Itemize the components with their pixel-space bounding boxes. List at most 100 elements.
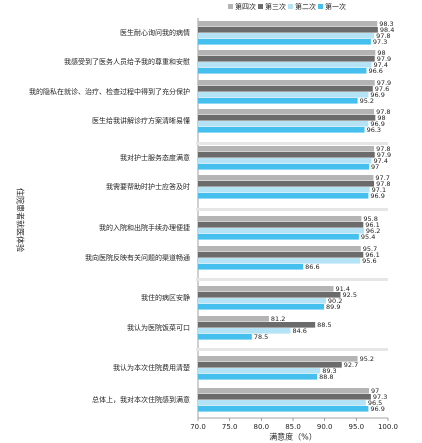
category-label: 我认为本次住院费用清楚 <box>113 363 190 372</box>
value-label: 81.2 <box>271 315 285 323</box>
value-label: 88.8 <box>319 373 333 381</box>
value-label: 95.2 <box>360 355 374 363</box>
bar <box>198 27 378 33</box>
section-band <box>196 142 388 145</box>
category-label: 我的隐私在就诊、治疗、检查过程中得到了充分保护 <box>29 87 190 96</box>
value-label: 97.8 <box>376 145 390 153</box>
legend-swatch <box>318 4 323 9</box>
value-label: 88.5 <box>317 321 331 329</box>
x-tick-label: 70.0 <box>190 423 206 431</box>
section-band <box>196 348 388 351</box>
value-label: 97.9 <box>377 151 391 159</box>
bar <box>198 92 369 98</box>
x-axis-label: 满意度（%） <box>269 432 317 442</box>
bar <box>198 388 369 394</box>
x-tick-label: 95.0 <box>349 423 365 431</box>
value-label: 89.9 <box>326 303 340 311</box>
bar <box>198 33 375 39</box>
bar <box>198 39 371 45</box>
value-label: 97.8 <box>376 32 390 40</box>
value-label: 98 <box>377 114 385 122</box>
value-label: 90.2 <box>328 297 342 305</box>
x-tick-label: 85.0 <box>285 423 301 431</box>
value-label: 97.9 <box>377 79 391 87</box>
bar <box>198 400 366 406</box>
bar <box>198 406 369 412</box>
value-label: 97.4 <box>374 157 388 165</box>
value-label: 98.3 <box>379 20 393 28</box>
category-label: 我住的病区安静 <box>141 293 190 302</box>
value-label: 97.4 <box>374 61 388 69</box>
x-tick-label: 75.0 <box>222 423 238 431</box>
legend-label: 第二次 <box>295 2 316 11</box>
bar <box>198 216 362 222</box>
bar <box>198 304 325 310</box>
value-label: 97.1 <box>372 186 386 194</box>
bar <box>198 328 291 334</box>
value-label: 92.7 <box>344 361 358 369</box>
value-label: 96.9 <box>370 405 384 413</box>
bar <box>198 258 361 264</box>
value-label: 95.8 <box>363 215 377 223</box>
category-label: 我感受到了医务人员给予我的尊重和安慰 <box>64 57 190 66</box>
bar <box>198 334 252 340</box>
bar <box>198 127 365 133</box>
bar <box>198 222 364 228</box>
value-label: 96.9 <box>370 120 384 128</box>
bar <box>198 146 375 152</box>
value-label: 95.7 <box>363 245 377 253</box>
bar <box>198 298 326 304</box>
bar <box>198 187 370 193</box>
bar <box>198 362 342 368</box>
bar <box>198 109 375 115</box>
section-band <box>196 208 388 211</box>
value-label: 86.6 <box>305 263 319 271</box>
legend-swatch <box>258 4 263 9</box>
value-label: 96.9 <box>370 91 384 99</box>
value-label: 97.8 <box>376 108 390 116</box>
value-label: 98.4 <box>380 26 394 34</box>
category-label: 我的入院和出院手续办理便捷 <box>99 223 190 232</box>
y-axis-label: 住院患者就医体验 <box>16 188 26 252</box>
value-label: 89.3 <box>322 367 336 375</box>
bar <box>198 292 341 298</box>
legend-label: 第一次 <box>325 2 346 11</box>
value-label: 95.4 <box>361 233 375 241</box>
value-label: 96.1 <box>365 221 379 229</box>
bar <box>198 115 376 121</box>
category-label: 我对护士服务态度满意 <box>120 153 190 162</box>
bar <box>198 50 376 56</box>
value-label: 98 <box>377 49 385 57</box>
bar <box>198 80 375 86</box>
category-label: 医生给我讲解诊疗方案清晰易懂 <box>92 116 190 125</box>
bar <box>198 86 373 92</box>
x-tick-label: 80.0 <box>254 423 270 431</box>
legend-label: 第三次 <box>265 2 286 11</box>
value-label: 96.5 <box>368 399 382 407</box>
value-label: 95.6 <box>362 257 376 265</box>
bar <box>198 21 378 27</box>
bar <box>198 286 334 292</box>
value-label: 95.2 <box>360 97 374 105</box>
x-tick-label: 100.0 <box>378 423 398 431</box>
bar <box>198 264 304 270</box>
x-tick-label: 90.0 <box>317 423 333 431</box>
value-label: 97.3 <box>373 393 387 401</box>
value-label: 96.2 <box>366 227 380 235</box>
value-label: 96.3 <box>367 126 381 134</box>
value-label: 97.6 <box>375 85 389 93</box>
category-label: 我需要帮助时护士应答及时 <box>106 182 190 191</box>
value-label: 84.6 <box>292 327 306 335</box>
value-label: 96.1 <box>365 251 379 259</box>
value-label: 96.9 <box>370 192 384 200</box>
legend-swatch <box>288 4 293 9</box>
bar <box>198 193 369 199</box>
bar <box>198 121 369 127</box>
value-label: 97.3 <box>373 38 387 46</box>
bar <box>198 158 372 164</box>
bar <box>198 228 364 234</box>
bar <box>198 316 269 322</box>
value-label: 96.6 <box>368 67 382 75</box>
bar <box>198 246 361 252</box>
bar <box>198 374 318 380</box>
